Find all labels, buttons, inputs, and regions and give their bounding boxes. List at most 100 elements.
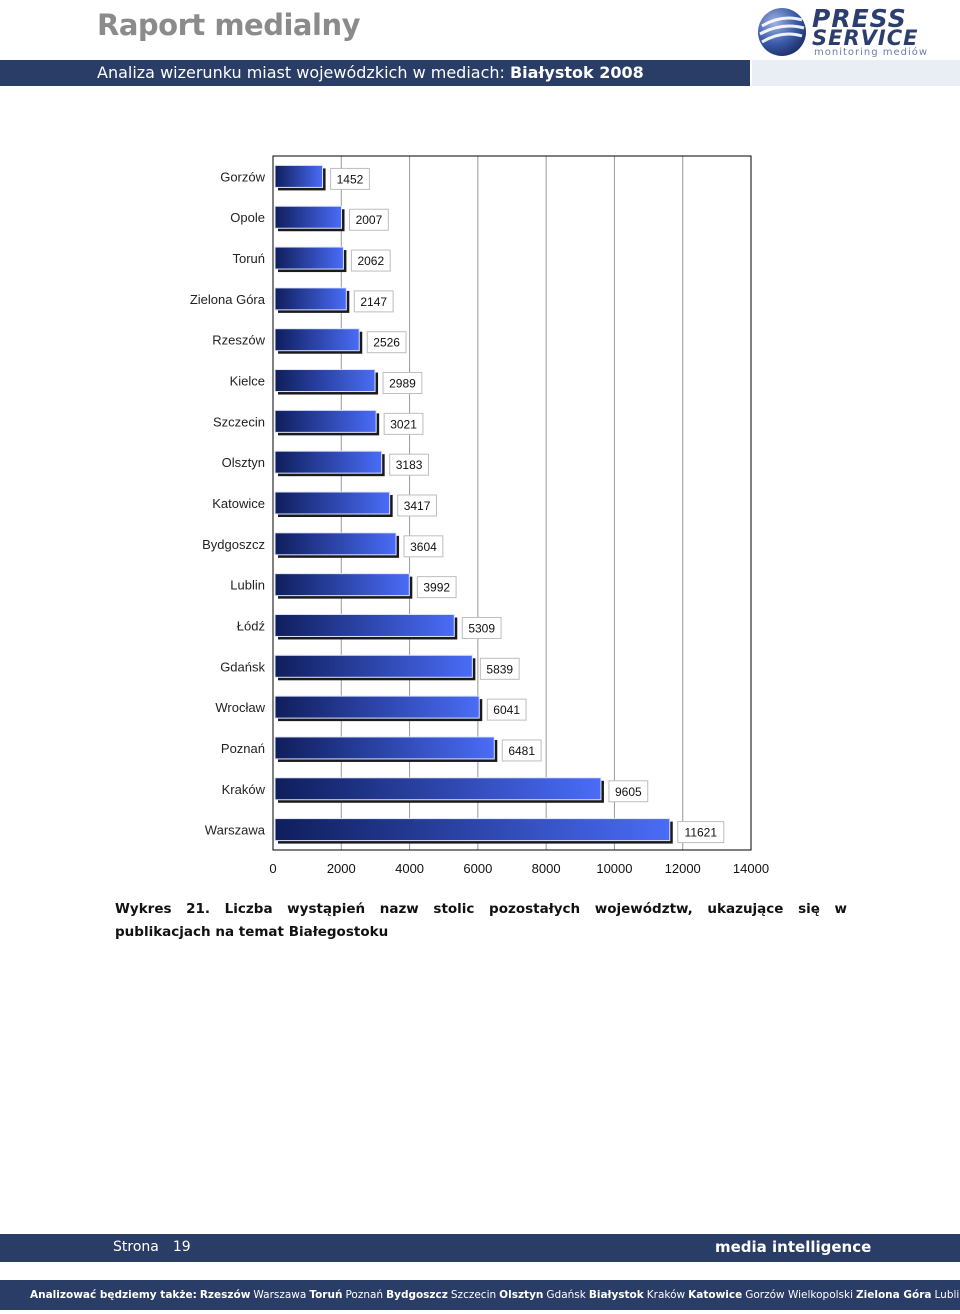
- value-label: 2989: [389, 377, 416, 391]
- logo-word-press: PRESS: [812, 4, 907, 33]
- bar: [274, 164, 324, 188]
- header-band-tail: [752, 60, 960, 86]
- value-label-box: [501, 739, 542, 762]
- subtitle-city: Białystok 2008: [509, 63, 644, 82]
- value-label: 3992: [423, 581, 450, 595]
- footer-band: [0, 1234, 960, 1262]
- value-label: 6041: [493, 703, 520, 717]
- x-tick-label: 0: [269, 861, 276, 876]
- value-label-box: [366, 331, 407, 354]
- value-label-box: [416, 576, 457, 599]
- bar: [274, 654, 473, 678]
- value-label: 6481: [508, 744, 535, 758]
- chart-caption: Wykres 21. Liczba wystąpień nazw stolic …: [115, 901, 847, 940]
- value-label: 1452: [337, 172, 364, 186]
- category-label: Gdańsk: [220, 659, 265, 674]
- value-label-box: [403, 535, 444, 558]
- value-label: 2147: [360, 295, 387, 309]
- category-label: Szczecin: [213, 414, 265, 429]
- x-tick-label: 8000: [532, 861, 561, 876]
- footer-city-link: Białystok: [588, 1289, 644, 1301]
- value-label: 2007: [356, 213, 383, 227]
- report-title: Raport medialny: [97, 8, 361, 42]
- value-label-box: [397, 494, 437, 517]
- bar: [274, 328, 360, 352]
- category-label: Poznań: [221, 741, 265, 756]
- bar: [274, 450, 383, 474]
- bar-chart: Gorzów 1452 Opole 2007 Toruń 2062 Zielona Góra…: [190, 155, 769, 876]
- value-label-box: [350, 249, 391, 272]
- value-label: 9605: [615, 785, 642, 799]
- page-number: 19: [172, 1239, 191, 1255]
- value-label: 11621: [685, 826, 718, 840]
- x-tick-label: 14000: [733, 861, 769, 876]
- category-label: Kielce: [230, 374, 265, 389]
- footer-city-link: Gorzów Wielkopolski: [745, 1289, 854, 1301]
- value-label-box: [349, 208, 389, 231]
- bar: [274, 369, 376, 393]
- plot-area-frame: [272, 155, 752, 851]
- page-indicator: Strona 19: [113, 1239, 191, 1255]
- category-label: Warszawa: [205, 823, 266, 838]
- footer-city-link: Katowice: [688, 1289, 743, 1301]
- x-tick-label: 12000: [665, 861, 701, 876]
- x-tick-label: 6000: [463, 861, 492, 876]
- value-label-box: [383, 412, 424, 435]
- value-label: 3021: [390, 417, 417, 431]
- footer-brand: media intelligence: [715, 1238, 872, 1256]
- category-label: Rzeszów: [212, 333, 265, 348]
- footer-city-link: Poznań: [345, 1289, 384, 1301]
- footer-city-link: Bydgoszcz: [386, 1289, 448, 1301]
- value-label-box: [389, 453, 429, 476]
- logo-word-service: SERVICE: [812, 26, 919, 50]
- category-label: Lublin: [230, 578, 265, 593]
- bar: [274, 613, 455, 637]
- bar: [274, 777, 602, 801]
- bar: [274, 573, 410, 597]
- bar: [274, 205, 343, 229]
- bar: [274, 736, 495, 760]
- category-label: Bydgoszcz: [202, 537, 265, 552]
- category-label: Łódź: [237, 618, 265, 633]
- value-label-box: [382, 372, 423, 395]
- footer-cities-intro: Analizować będziemy także:: [30, 1289, 197, 1301]
- footer-city-link: Gdańsk: [546, 1289, 586, 1301]
- bar: [274, 695, 480, 719]
- bar: [274, 246, 344, 270]
- value-label-box: [479, 657, 520, 680]
- footer-city-link: Rzeszów: [199, 1289, 251, 1301]
- footer-city-link: Toruń: [309, 1289, 343, 1301]
- footer-city-link: Lublin: [934, 1289, 960, 1301]
- value-label: 3417: [404, 499, 431, 513]
- footer-city-link: Kraków: [646, 1289, 686, 1301]
- header-band: [0, 60, 750, 86]
- bar: [274, 818, 671, 842]
- value-label-box: [461, 616, 502, 639]
- value-label-box: [486, 698, 527, 721]
- page-label: Strona: [113, 1239, 159, 1255]
- value-label: 2062: [357, 254, 384, 268]
- x-tick-label: 4000: [395, 861, 424, 876]
- bar: [274, 532, 397, 556]
- category-label: Wrocław: [215, 700, 265, 715]
- category-label: Toruń: [232, 251, 265, 266]
- x-tick-label: 10000: [596, 861, 632, 876]
- category-label: Opole: [230, 210, 265, 225]
- value-label-box: [330, 167, 370, 190]
- footer-city-link: Olsztyn: [499, 1289, 544, 1301]
- value-label: 3604: [410, 540, 437, 554]
- category-label: Gorzów: [220, 169, 265, 184]
- report-subtitle: Analiza wizerunku miast wojewódzkich w m…: [97, 63, 644, 82]
- bar: [274, 409, 377, 433]
- press-service-logo: PRESS SERVICE monitoring mediów: [756, 4, 946, 58]
- value-label-box: [677, 821, 725, 844]
- value-label-box: [353, 290, 394, 313]
- value-label: 3183: [396, 458, 423, 472]
- category-label: Katowice: [212, 496, 265, 511]
- footer-city-link: Warszawa: [253, 1289, 307, 1301]
- x-tick-label: 2000: [327, 861, 356, 876]
- logo-tagline: monitoring mediów: [814, 47, 929, 58]
- value-label: 5309: [468, 621, 495, 635]
- category-label: Zielona Góra: [190, 292, 266, 307]
- footer-city-link: Szczecin: [450, 1289, 497, 1301]
